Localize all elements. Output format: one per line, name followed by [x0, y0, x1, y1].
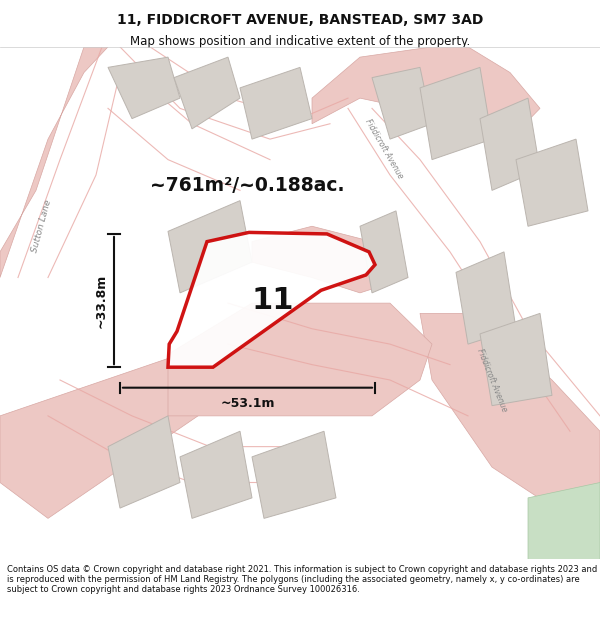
Polygon shape: [180, 431, 252, 518]
Text: 11: 11: [252, 286, 294, 315]
Text: 11, FIDDICROFT AVENUE, BANSTEAD, SM7 3AD: 11, FIDDICROFT AVENUE, BANSTEAD, SM7 3AD: [117, 13, 483, 27]
Text: Fiddicroft Avenue: Fiddicroft Avenue: [363, 118, 405, 181]
Polygon shape: [480, 313, 552, 406]
Polygon shape: [456, 252, 516, 344]
Polygon shape: [420, 313, 600, 518]
Polygon shape: [108, 57, 180, 119]
Polygon shape: [252, 431, 336, 518]
Polygon shape: [168, 201, 252, 293]
Polygon shape: [528, 482, 600, 559]
Polygon shape: [480, 98, 540, 191]
Text: ~53.1m: ~53.1m: [220, 396, 275, 409]
Text: Fiddicroft Avenue: Fiddicroft Avenue: [475, 347, 509, 413]
Polygon shape: [312, 47, 540, 139]
Text: ~33.8m: ~33.8m: [94, 274, 107, 328]
Text: ~761m²/~0.188ac.: ~761m²/~0.188ac.: [150, 176, 344, 195]
Polygon shape: [168, 232, 375, 367]
Text: Contains OS data © Crown copyright and database right 2021. This information is : Contains OS data © Crown copyright and d…: [7, 564, 598, 594]
Polygon shape: [372, 68, 432, 139]
Polygon shape: [168, 303, 432, 416]
Polygon shape: [0, 47, 108, 278]
Polygon shape: [108, 416, 180, 508]
Polygon shape: [174, 57, 240, 129]
Polygon shape: [516, 139, 588, 226]
Polygon shape: [240, 68, 312, 139]
Polygon shape: [252, 226, 408, 293]
Polygon shape: [0, 344, 252, 518]
Text: Map shows position and indicative extent of the property.: Map shows position and indicative extent…: [130, 35, 470, 48]
Polygon shape: [420, 68, 492, 159]
Polygon shape: [360, 211, 408, 293]
Text: Sutton Lane: Sutton Lane: [31, 199, 53, 254]
